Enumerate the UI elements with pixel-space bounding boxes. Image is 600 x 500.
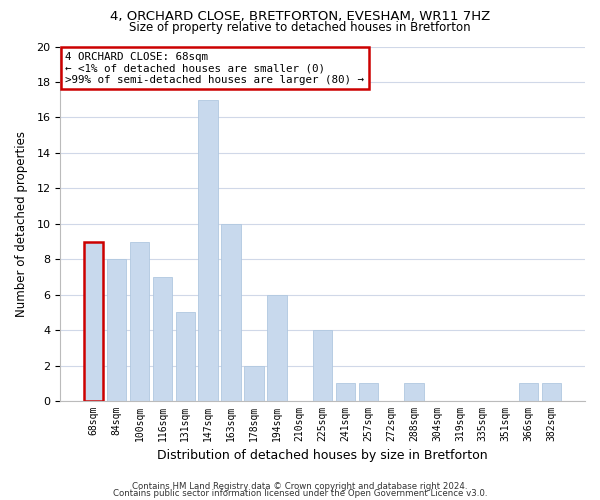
Bar [336,384,355,401]
Text: Size of property relative to detached houses in Bretforton: Size of property relative to detached ho… [129,21,471,34]
Bar [107,259,127,401]
X-axis label: Distribution of detached houses by size in Bretforton: Distribution of detached houses by size … [157,450,488,462]
Text: 4 ORCHARD CLOSE: 68sqm
← <1% of detached houses are smaller (0)
>99% of semi-det: 4 ORCHARD CLOSE: 68sqm ← <1% of detached… [65,52,364,85]
Bar [84,242,103,401]
Bar [313,330,332,401]
Y-axis label: Number of detached properties: Number of detached properties [15,131,28,317]
Bar [176,312,195,401]
Text: 4, ORCHARD CLOSE, BRETFORTON, EVESHAM, WR11 7HZ: 4, ORCHARD CLOSE, BRETFORTON, EVESHAM, W… [110,10,490,23]
Bar [359,384,378,401]
Bar [152,277,172,401]
Bar [519,384,538,401]
Bar [542,384,561,401]
Text: Contains HM Land Registry data © Crown copyright and database right 2024.: Contains HM Land Registry data © Crown c… [132,482,468,491]
Text: Contains public sector information licensed under the Open Government Licence v3: Contains public sector information licen… [113,489,487,498]
Bar [244,366,263,401]
Bar [199,100,218,401]
Bar [404,384,424,401]
Bar [267,294,287,401]
Bar [130,242,149,401]
Bar [221,224,241,401]
